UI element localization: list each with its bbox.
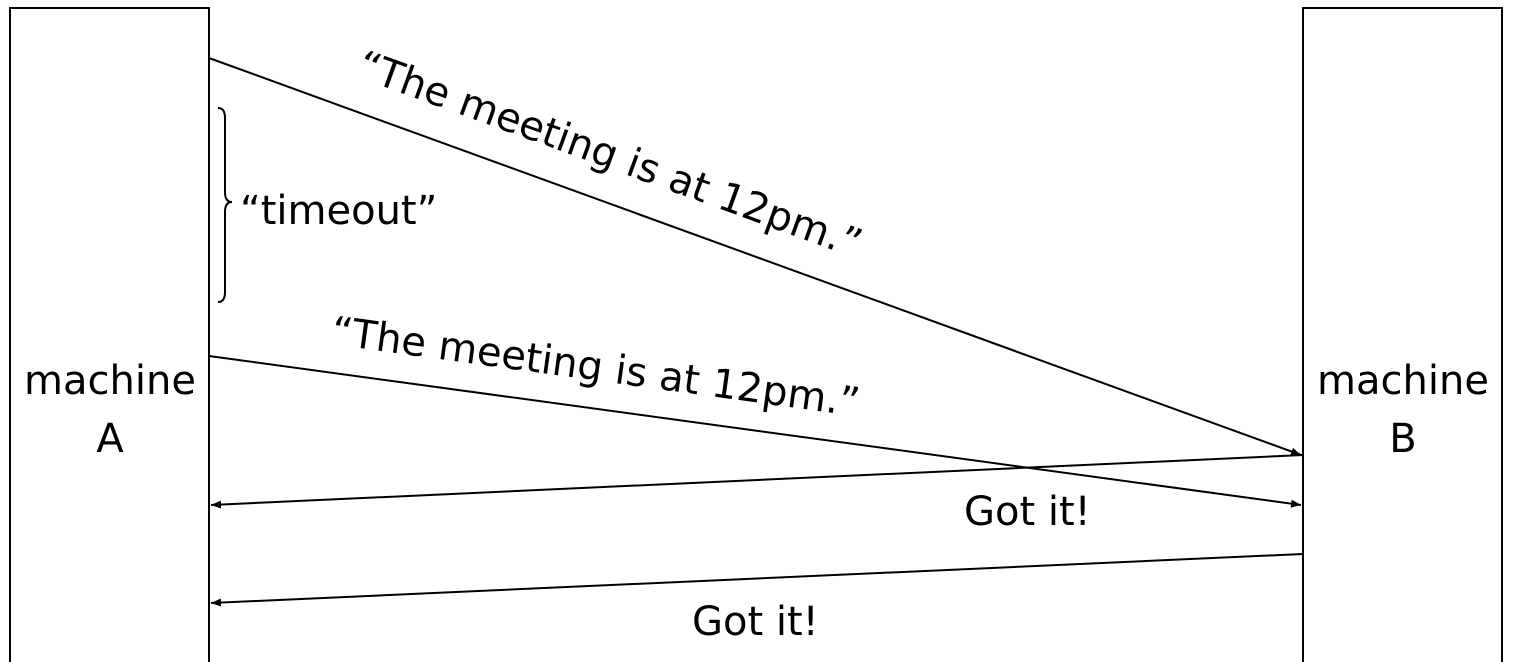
timeout-label: “timeout” [240,188,437,234]
machine-a-label-line2: A [96,416,124,462]
timeout-brace: “timeout” [217,107,437,303]
message-arrow-2: “The meeting is at 12pm.” [208,308,1302,508]
machine-b-label-line1: machine [1317,358,1489,404]
ack-arrow-2: Got it! [210,553,1304,645]
ack-label-2: Got it! [692,599,819,645]
machine-b-label-line2: B [1389,416,1416,462]
machine-a-label-line1: machine [24,358,196,404]
machine-a-box: machine A [9,7,210,662]
machine-b-box: machine B [1302,7,1503,662]
ack-label-1: Got it! [964,489,1091,535]
ack-arrow-1: Got it! [210,454,1304,535]
